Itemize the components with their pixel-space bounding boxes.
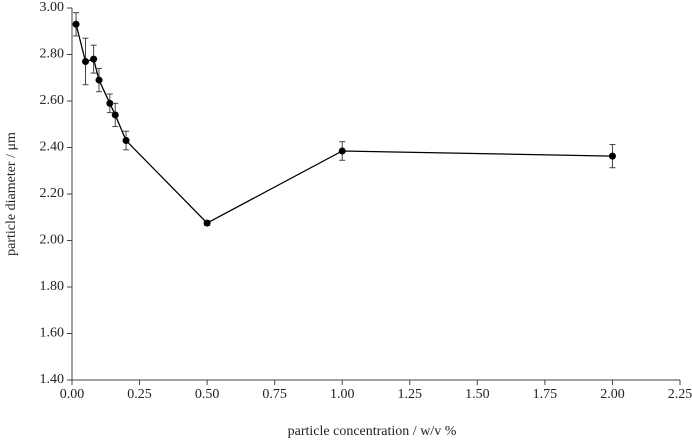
data-point <box>106 99 114 107</box>
x-tick-label: 1.25 <box>398 387 423 402</box>
x-tick-label: 1.50 <box>465 387 490 402</box>
y-tick-label: 2.60 <box>40 93 65 108</box>
y-axis-label: particle diameter / μm <box>4 132 19 256</box>
x-tick-label: 0.75 <box>262 387 287 402</box>
series-line <box>75 24 613 224</box>
x-tick-label: 0.25 <box>127 387 152 402</box>
data-point <box>72 20 80 28</box>
data-point <box>608 152 616 160</box>
x-tick-label: 1.00 <box>330 387 355 402</box>
y-tick-label: 2.00 <box>40 233 65 248</box>
data-point <box>111 111 119 119</box>
y-tick-label: 3.00 <box>40 0 65 15</box>
y-tick-label: 1.40 <box>40 372 65 387</box>
x-tick-label: 1.75 <box>533 387 558 402</box>
data-point <box>90 55 98 63</box>
data-point <box>95 76 103 84</box>
y-tick-label: 2.20 <box>40 186 65 201</box>
y-tick-label: 1.60 <box>40 326 65 341</box>
x-tick-label: 2.25 <box>668 387 692 402</box>
data-point <box>338 147 346 155</box>
data-point <box>122 137 130 145</box>
x-tick-label: 0.50 <box>195 387 220 402</box>
x-tick-label: 0.00 <box>60 387 85 402</box>
x-axis-label: particle concentration / w/v % <box>288 424 457 439</box>
y-tick-label: 2.40 <box>40 140 65 155</box>
data-point <box>203 219 211 227</box>
data-point <box>82 57 90 65</box>
y-tick-label: 1.80 <box>40 279 65 294</box>
x-tick-label: 2.00 <box>600 387 625 402</box>
y-tick-label: 2.80 <box>40 47 65 62</box>
